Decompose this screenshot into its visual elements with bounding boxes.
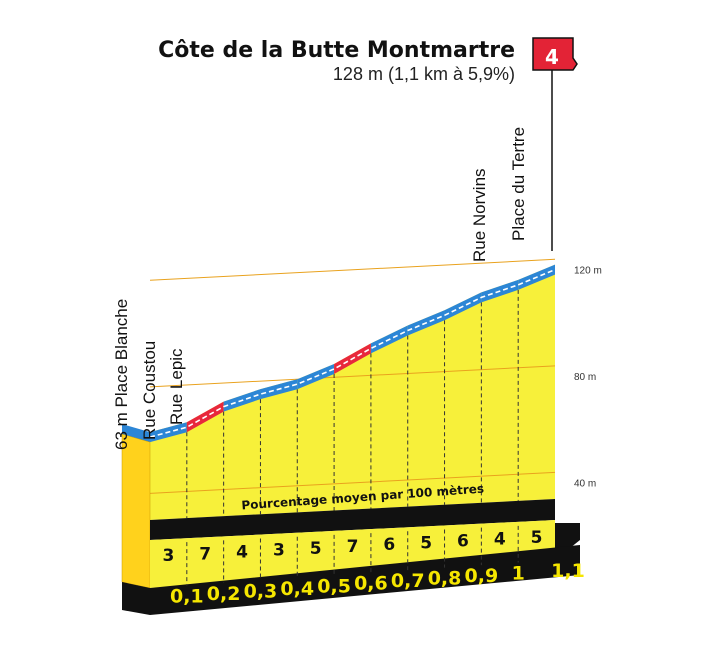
profile-gridlines	[149, 258, 556, 519]
segment-percent: 3	[162, 546, 174, 566]
distance-strip	[122, 499, 580, 615]
km-label: 0,1	[170, 585, 204, 607]
segment-percent: 4	[236, 542, 248, 562]
segment-percent: 3	[273, 541, 285, 561]
profile-area	[150, 264, 555, 520]
climb-number: 4	[545, 45, 559, 69]
segment-percent: 6	[383, 535, 395, 555]
elevation-tick-label: 80 m	[574, 372, 596, 383]
segment-percent: 5	[310, 539, 322, 559]
km-label: 0,7	[391, 570, 425, 592]
place-label: Place du Tertre	[509, 127, 528, 241]
segment-percent: 6	[457, 532, 469, 552]
elevation-gridline	[149, 365, 556, 388]
segment-percent: 7	[199, 544, 211, 564]
elevation-gridline	[149, 471, 556, 494]
km-label: 0,4	[280, 578, 314, 600]
km-label: 1,1	[551, 560, 585, 582]
percent-strip	[150, 520, 555, 588]
place-label: 63 m Place Blanche	[112, 299, 131, 450]
road-center-line	[149, 268, 556, 438]
km-label: 1	[512, 563, 525, 585]
place-labels: 63 m Place Blanche Rue Coustou Rue Lepic Ru…	[112, 127, 528, 450]
base-top-edge	[150, 499, 555, 540]
km-labels: 0,1 0,2 0,3 0,4 0,5 0,6 0,7 0,8 0,9 1 1,1	[170, 560, 585, 607]
place-label: Rue Norvins	[470, 168, 489, 262]
front-face	[121, 433, 151, 589]
elevation-axis: 40 m 80 m 120 m	[574, 265, 602, 489]
km-strip	[122, 545, 580, 615]
elevation-gridline	[149, 258, 556, 281]
place-label: Rue Lepic	[167, 348, 186, 425]
climb-stats: 128 m (1,1 km à 5,9%)	[332, 64, 515, 84]
climb-name: Côte de la Butte Montmartre	[158, 38, 515, 63]
segment-percent: 5	[420, 533, 432, 553]
km-label: 0,6	[354, 573, 388, 595]
km-label: 0,2	[207, 583, 241, 605]
km-label: 0,8	[428, 568, 462, 590]
segment-percent-labels: 3 7 4 3 5 7 6 5 6 4 5	[162, 525, 543, 586]
elevation-tick-label: 120 m	[574, 265, 602, 276]
segment-percent: 5	[531, 528, 543, 548]
place-label: Rue Coustou	[140, 341, 159, 440]
road-approach	[122, 424, 150, 443]
profile-fill	[150, 264, 555, 520]
km-label: 0,9	[465, 565, 499, 587]
segment-percent: 4	[494, 530, 506, 550]
climb-number-flag	[532, 37, 578, 71]
road-surface	[122, 264, 556, 443]
km-label: 0,5	[317, 575, 351, 597]
km-label: 0,3	[244, 580, 278, 602]
summit-flag: 4	[532, 37, 578, 251]
profile-front-face	[121, 433, 151, 589]
segment-percent: 7	[347, 537, 359, 557]
elevation-tick-label: 40 m	[574, 478, 596, 489]
